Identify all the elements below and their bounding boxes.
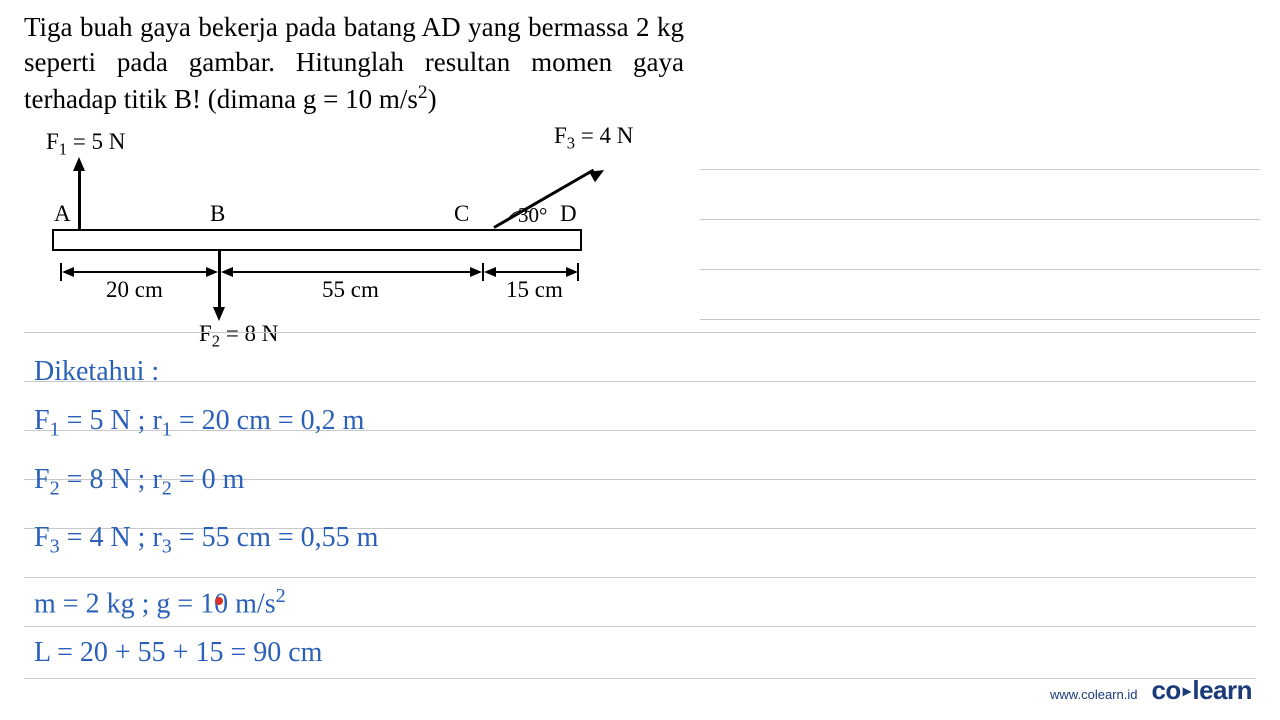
solution-line: F2 = 8 N ; r2 = 0 m: [34, 455, 378, 514]
footer: www.colearn.id co▸learn: [1050, 675, 1252, 706]
dim-line-1: [66, 271, 214, 273]
force-f1-label: F1 = 5 N: [46, 129, 125, 160]
force-f1-arrow-head: [73, 157, 85, 171]
dim-arrow: [221, 267, 233, 277]
problem-statement: Tiga buah gaya bekerja pada batang AD ya…: [24, 10, 684, 117]
dim-arrow: [566, 267, 578, 277]
dim-label-1: 20 cm: [102, 277, 167, 303]
force-f2-arrow-shaft: [218, 251, 221, 311]
dim-line-2: [224, 271, 478, 273]
brand-logo: co▸learn: [1151, 675, 1252, 706]
dim-arrow: [62, 267, 74, 277]
dim-label-2: 55 cm: [318, 277, 383, 303]
force-f1-arrow-shaft: [78, 169, 81, 229]
angle-label: 30°: [518, 203, 547, 228]
solution-line: m = 2 kg ; g = 10 m/s2: [34, 572, 378, 628]
point-b-label: B: [210, 201, 225, 227]
dim-arrow: [484, 267, 496, 277]
dim-line-3: [488, 271, 574, 273]
solution-line: F1 = 5 N ; r1 = 20 cm = 0,2 m: [34, 396, 378, 455]
force-f2-arrow-head: [213, 307, 225, 321]
point-c-label: C: [454, 201, 469, 227]
point-a-label: A: [54, 201, 71, 227]
footer-url: www.colearn.id: [1050, 687, 1137, 702]
dim-arrow: [470, 267, 482, 277]
dim-arrow: [206, 267, 218, 277]
beam-rect: [52, 229, 582, 251]
force-f3-label: F3 = 4 N: [554, 123, 633, 154]
beam-diagram: F1 = 5 N F3 = 4 N A B C 30° D F2 = 8 N 2…: [24, 121, 644, 331]
point-d-label: D: [560, 201, 577, 227]
solution-block: Diketahui : F1 = 5 N ; r1 = 20 cm = 0,2 …: [28, 347, 378, 677]
solution-heading: Diketahui :: [34, 347, 378, 396]
dim-tick: [218, 263, 220, 281]
solution-line: L = 20 + 55 + 15 = 90 cm: [34, 628, 378, 677]
pointer-dot: [215, 597, 223, 605]
force-f3-arrow-head: [589, 165, 607, 182]
dim-label-3: 15 cm: [502, 277, 567, 303]
ruled-lines-right: [700, 120, 1260, 320]
solution-line: F3 = 4 N ; r3 = 55 cm = 0,55 m: [34, 513, 378, 572]
